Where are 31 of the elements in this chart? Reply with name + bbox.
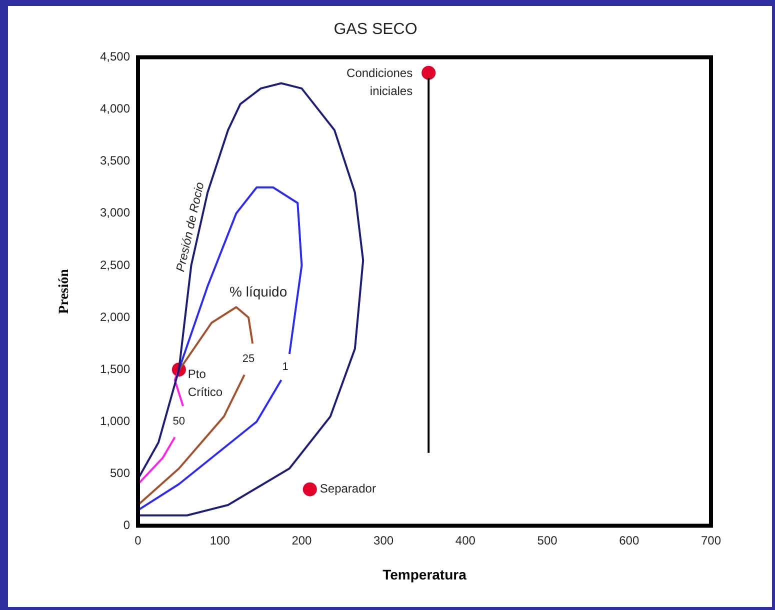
series-label: 25 [242,353,255,366]
y-tick-label: 3,500 [100,154,130,168]
series-label: Pto Crítico [188,366,223,399]
x-tick-label: 500 [537,533,558,548]
x-tick-label: 400 [455,533,476,548]
point [302,482,317,496]
y-tick-label: 2,000 [100,310,130,324]
x-tick-label: 100 [210,533,230,548]
x-tick-label: 0 [134,533,142,548]
y-tick-label: 4,000 [100,102,130,116]
y-tick-label: 2,500 [100,258,130,272]
y-tick-label: 3,000 [100,206,130,220]
x-axis-title: Temperatura [382,566,467,582]
x-tick-label: 300 [374,533,394,548]
text: Presión de Rocio [173,180,207,274]
point [422,66,436,80]
y-tick-label: 0 [123,518,130,532]
y-tick-label: 1,500 [100,362,130,376]
series-label: Condiciones iniciales [346,66,413,98]
x-tick-label: 600 [619,533,640,548]
x-tick-label: 200 [292,533,312,548]
y-tick-label: 4,500 [100,50,130,64]
x-tick-label: 700 [700,533,722,548]
series-label: 50 [172,416,186,428]
series-label: 1 [282,361,288,374]
y-tick-label: 500 [110,466,130,480]
annotation: % líquido [230,283,288,300]
y-axis-title: Presión [57,268,72,314]
series-label: Separador [320,482,376,496]
y-tick-label: 1,000 [100,414,130,428]
chart-title: GAS SECO [334,21,418,38]
